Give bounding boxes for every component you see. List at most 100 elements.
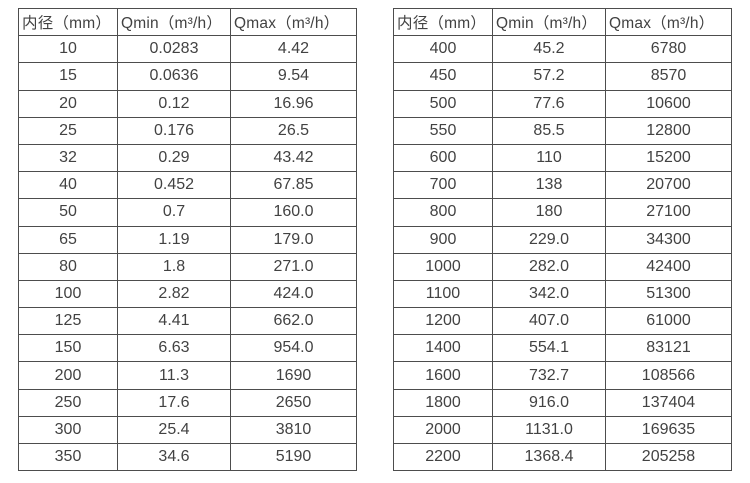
table-cell: 1690 [230,361,357,390]
table-cell: 67.85 [230,171,357,200]
table-cell: 20700 [605,171,732,200]
table-cell: 1.8 [117,252,231,281]
table-row: 40 0.452 67.85 [18,171,357,200]
table-cell: 600 [393,143,493,173]
table-header-row: 内径（mm） Qmin（m³/h） Qmax（m³/h） [393,7,732,37]
table-cell: 250 [18,388,118,417]
table-cell: 3810 [230,415,357,445]
table-row: 200 11.3 1690 [18,361,357,390]
table-cell: 350 [18,442,118,472]
table-cell: 1.19 [117,225,231,254]
table-row: 1200 407.0 61000 [393,307,732,336]
table-cell: 550 [393,116,493,145]
table-cell: 16.96 [230,89,357,118]
table-cell: 169635 [605,415,732,445]
table-row: 700 138 20700 [393,171,732,200]
table-cell: 800 [393,198,493,227]
table-cell: 916.0 [492,388,606,417]
table-cell: 51300 [605,279,732,309]
table-cell: 17.6 [117,388,231,417]
table-row: 20 0.12 16.96 [18,89,357,118]
table-cell: 137404 [605,388,732,417]
table-header-row: 内径（mm） Qmin（m³/h） Qmax（m³/h） [18,7,357,37]
table-row: 100 2.82 424.0 [18,279,357,309]
table-cell: 65 [18,225,118,254]
table-cell: 1600 [393,361,493,390]
table-row: 1600 732.7 108566 [393,361,732,390]
table-cell: 138 [492,171,606,200]
flow-rate-table-small-diameters: 内径（mm） Qmin（m³/h） Qmax（m³/h） 10 0.0283 4.42 1… [18,7,357,472]
table-cell: 100 [18,279,118,309]
table-cell: 229.0 [492,225,606,254]
table-cell: 43.42 [230,143,357,173]
table-cell: 11.3 [117,361,231,390]
table-row: 125 4.41 662.0 [18,307,357,336]
table-cell: 2.82 [117,279,231,309]
table-cell: 700 [393,171,493,200]
column-header: Qmin（m³/h） [117,7,231,37]
table-cell: 25 [18,116,118,145]
table-row: 600 110 15200 [393,143,732,173]
table-cell: 1368.4 [492,442,606,472]
table-cell: 15200 [605,143,732,173]
table-row: 900 229.0 34300 [393,225,732,254]
table-cell: 407.0 [492,307,606,336]
tables-container: 内径（mm） Qmin（m³/h） Qmax（m³/h） 10 0.0283 4.42 1… [18,7,732,472]
table-cell: 4.42 [230,35,357,64]
table-row: 500 77.6 10600 [393,89,732,118]
table-cell: 300 [18,415,118,445]
table-cell: 10600 [605,89,732,118]
table-cell: 179.0 [230,225,357,254]
table-row: 50 0.7 160.0 [18,198,357,227]
column-header: 内径（mm） [18,7,118,37]
table-cell: 6.63 [117,334,231,363]
table-cell: 27100 [605,198,732,227]
flow-rate-table-large-diameters: 内径（mm） Qmin（m³/h） Qmax（m³/h） 400 45.2 6780 45… [393,7,732,472]
table-cell: 0.29 [117,143,231,173]
table-cell: 110 [492,143,606,173]
table-row: 800 180 27100 [393,198,732,227]
table-cell: 2650 [230,388,357,417]
table-cell: 0.12 [117,89,231,118]
table-cell: 6780 [605,35,732,64]
table-cell: 732.7 [492,361,606,390]
table-cell: 1000 [393,252,493,281]
table-cell: 271.0 [230,252,357,281]
table-cell: 424.0 [230,279,357,309]
table-cell: 954.0 [230,334,357,363]
table-row: 10 0.0283 4.42 [18,35,357,64]
table-cell: 400 [393,35,493,64]
table-cell: 150 [18,334,118,363]
table-row: 150 6.63 954.0 [18,334,357,363]
table-cell: 34.6 [117,442,231,472]
table-cell: 61000 [605,307,732,336]
table-cell: 4.41 [117,307,231,336]
column-header: Qmax（m³/h） [605,7,732,37]
table-cell: 554.1 [492,334,606,363]
table-row: 2000 1131.0 169635 [393,415,732,445]
table-cell: 26.5 [230,116,357,145]
table-cell: 160.0 [230,198,357,227]
column-header: Qmax（m³/h） [230,7,357,37]
table-cell: 5190 [230,442,357,472]
table-row: 1400 554.1 83121 [393,334,732,363]
table-cell: 57.2 [492,62,606,91]
table-row: 80 1.8 271.0 [18,252,357,281]
table-cell: 108566 [605,361,732,390]
table-cell: 282.0 [492,252,606,281]
table-cell: 662.0 [230,307,357,336]
table-cell: 15 [18,62,118,91]
table-cell: 85.5 [492,116,606,145]
table-row: 1000 282.0 42400 [393,252,732,281]
table-row: 450 57.2 8570 [393,62,732,91]
table-row: 350 34.6 5190 [18,442,357,472]
table-cell: 77.6 [492,89,606,118]
table-cell: 342.0 [492,279,606,309]
table-cell: 1400 [393,334,493,363]
table-row: 15 0.0636 9.54 [18,62,357,91]
table-cell: 8570 [605,62,732,91]
table-cell: 1100 [393,279,493,309]
table-cell: 450 [393,62,493,91]
table-cell: 0.7 [117,198,231,227]
table-cell: 2000 [393,415,493,445]
